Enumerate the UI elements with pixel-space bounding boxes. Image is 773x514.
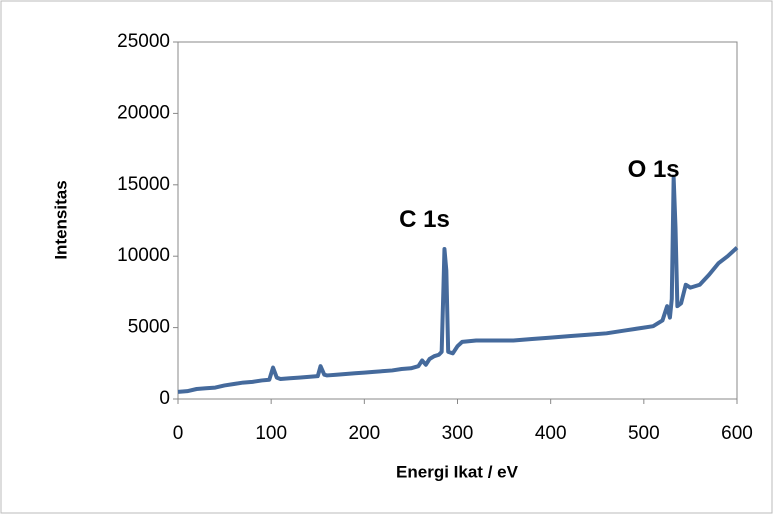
- y-axis-label: Intensitas: [51, 180, 70, 259]
- annotation: C 1s: [399, 206, 450, 233]
- x-tick-label: 500: [628, 423, 660, 444]
- x-tick-label: 100: [255, 423, 287, 444]
- x-tick-label: 200: [348, 423, 380, 444]
- x-tick-label: 0: [173, 423, 184, 444]
- annotation: O 1s: [628, 156, 680, 183]
- y-tick-label: 5000: [128, 317, 170, 338]
- y-tick-label: 10000: [117, 245, 170, 266]
- y-tick-label: 0: [159, 388, 170, 409]
- y-tick-label: 15000: [117, 174, 170, 195]
- y-tick-label: 20000: [117, 102, 170, 123]
- x-tick-label: 300: [442, 423, 474, 444]
- data-line: [177, 175, 739, 394]
- y-tick-label: 25000: [117, 31, 170, 52]
- x-tick-label: 600: [721, 423, 753, 444]
- x-axis-label: Energi Ikat / eV: [396, 462, 519, 481]
- x-tick-label: 400: [535, 423, 567, 444]
